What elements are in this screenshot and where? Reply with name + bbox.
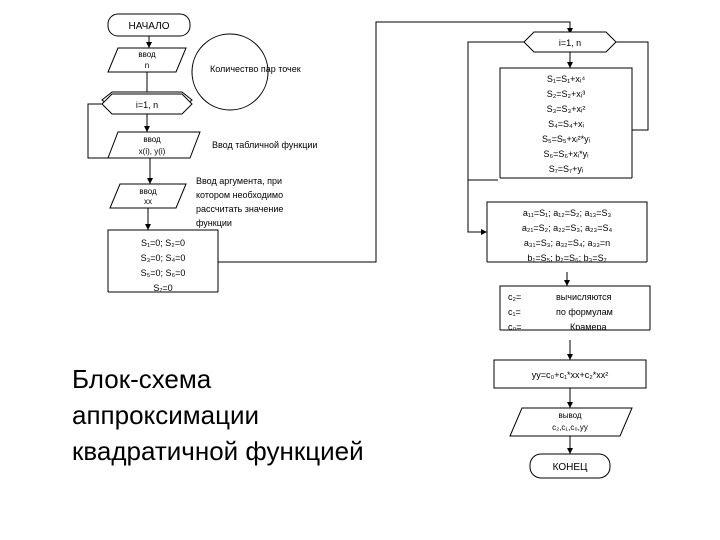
- node-input-n: ввод n: [108, 48, 186, 72]
- svg-text:a₂₁=S₂; a₂₂=S₃; a₂₃=S₄: a₂₁=S₂; a₂₂=S₃; a₂₃=S₄: [522, 223, 613, 233]
- node-end: КОНЕЦ: [530, 454, 610, 478]
- annot-count: Количество пар точек: [210, 64, 301, 74]
- svg-text:x(i), y(i): x(i), y(i): [139, 147, 166, 156]
- svg-text:ввод: ввод: [143, 135, 161, 144]
- title: Блок-схема аппроксимации квадратичной фу…: [72, 364, 364, 466]
- svg-text:i=1, n: i=1, n: [136, 100, 158, 110]
- node-yy: yy=c₀+c₁*xx+c₂*xx²: [494, 360, 646, 388]
- svg-text:n: n: [145, 61, 149, 70]
- svg-text:a₃₁=S₃; a₃₂=S₄; a₃₃=n: a₃₁=S₃; a₃₂=S₄; a₃₃=n: [524, 238, 610, 248]
- svg-text:рассчитать значение: рассчитать значение: [196, 204, 283, 214]
- svg-text:a₁₁=S₁; a₁₂=S₂; a₁₃=S₃: a₁₁=S₁; a₁₂=S₂; a₁₃=S₃: [523, 208, 612, 218]
- node-input-xy: ввод x(i), y(i): [108, 132, 200, 158]
- svg-text:ввод: ввод: [138, 50, 156, 59]
- svg-text:S₃=S₃+xᵢ²: S₃=S₃+xᵢ²: [547, 104, 586, 114]
- node-cramer: c₂= вычисляются c₁= по формулам c₀= Крам…: [498, 286, 652, 344]
- svg-text:ввод: ввод: [139, 187, 157, 196]
- svg-text:i=1, n: i=1, n: [559, 38, 581, 48]
- node-init: S₁=0; S₂=0 S₃=0; S₄=0 S₅=0; S₆=0 S₇=0: [106, 230, 220, 306]
- svg-text:S₁=0; S₂=0: S₁=0; S₂=0: [141, 238, 185, 248]
- svg-text:S₅=0; S₆=0: S₅=0; S₆=0: [141, 268, 186, 278]
- svg-text:S₂=S₂+xᵢ³: S₂=S₂+xᵢ³: [547, 89, 585, 99]
- svg-text:S₅=S₅+xᵢ²*yᵢ: S₅=S₅+xᵢ²*yᵢ: [542, 134, 590, 144]
- svg-text:аппроксимации: аппроксимации: [72, 400, 259, 430]
- svg-text:S₃=0; S₄=0: S₃=0; S₄=0: [141, 253, 186, 263]
- svg-text:c₁=: c₁=: [508, 307, 521, 317]
- node-input-xx: ввод xx: [110, 184, 186, 208]
- svg-text:Ввод аргумента, при: Ввод аргумента, при: [196, 176, 282, 186]
- node-matrix: a₁₁=S₁; a₁₂=S₂; a₁₃=S₃ a₂₁=S₂; a₂₂=S₃; a…: [485, 202, 649, 276]
- node-loop1: i=1, n: [102, 92, 192, 114]
- svg-text:котором необходимо: котором необходимо: [196, 190, 283, 200]
- node-sums: S₁=S₁+xᵢ⁴ S₂=S₂+xᵢ³ S₃=S₃+xᵢ² S₄=S₄+xᵢ S…: [498, 68, 634, 192]
- node-start: НАЧАЛО: [108, 14, 190, 36]
- svg-text:вывод: вывод: [558, 411, 581, 420]
- svg-text:НАЧАЛО: НАЧАЛО: [128, 21, 169, 32]
- annot-table: Ввод табличной функции: [212, 140, 317, 150]
- svg-text:yy=c₀+c₁*xx+c₂*xx²: yy=c₀+c₁*xx+c₂*xx²: [532, 370, 609, 380]
- svg-text:КОНЕЦ: КОНЕЦ: [553, 462, 588, 473]
- flowchart: НАЧАЛО ввод n i=1, n ввод x(i), y(i) вво…: [0, 0, 720, 540]
- svg-text:S₇=S₇+yᵢ: S₇=S₇+yᵢ: [549, 164, 584, 174]
- annot-arg: Ввод аргумента, при котором необходимо р…: [196, 176, 283, 228]
- svg-text:функции: функции: [196, 218, 232, 228]
- node-output: вывод c₂,c₁,c₀,yy: [510, 408, 632, 436]
- svg-text:S₄=S₄+xᵢ: S₄=S₄+xᵢ: [548, 119, 584, 129]
- svg-text:S₆=S₆+xᵢ*yᵢ: S₆=S₆+xᵢ*yᵢ: [543, 149, 588, 159]
- svg-text:c₂=: c₂=: [508, 292, 521, 302]
- svg-text:xx: xx: [144, 197, 152, 206]
- svg-text:квадратичной функцией: квадратичной функцией: [72, 436, 364, 466]
- svg-text:Блок-схема: Блок-схема: [72, 364, 212, 394]
- svg-text:S₁=S₁+xᵢ⁴: S₁=S₁+xᵢ⁴: [547, 74, 586, 84]
- svg-text:вычисляются: вычисляются: [556, 292, 612, 302]
- svg-text:c₂,c₁,c₀,yy: c₂,c₁,c₀,yy: [552, 423, 588, 432]
- node-loop2: i=1, n: [524, 32, 616, 52]
- svg-text:по формулам: по формулам: [556, 307, 613, 317]
